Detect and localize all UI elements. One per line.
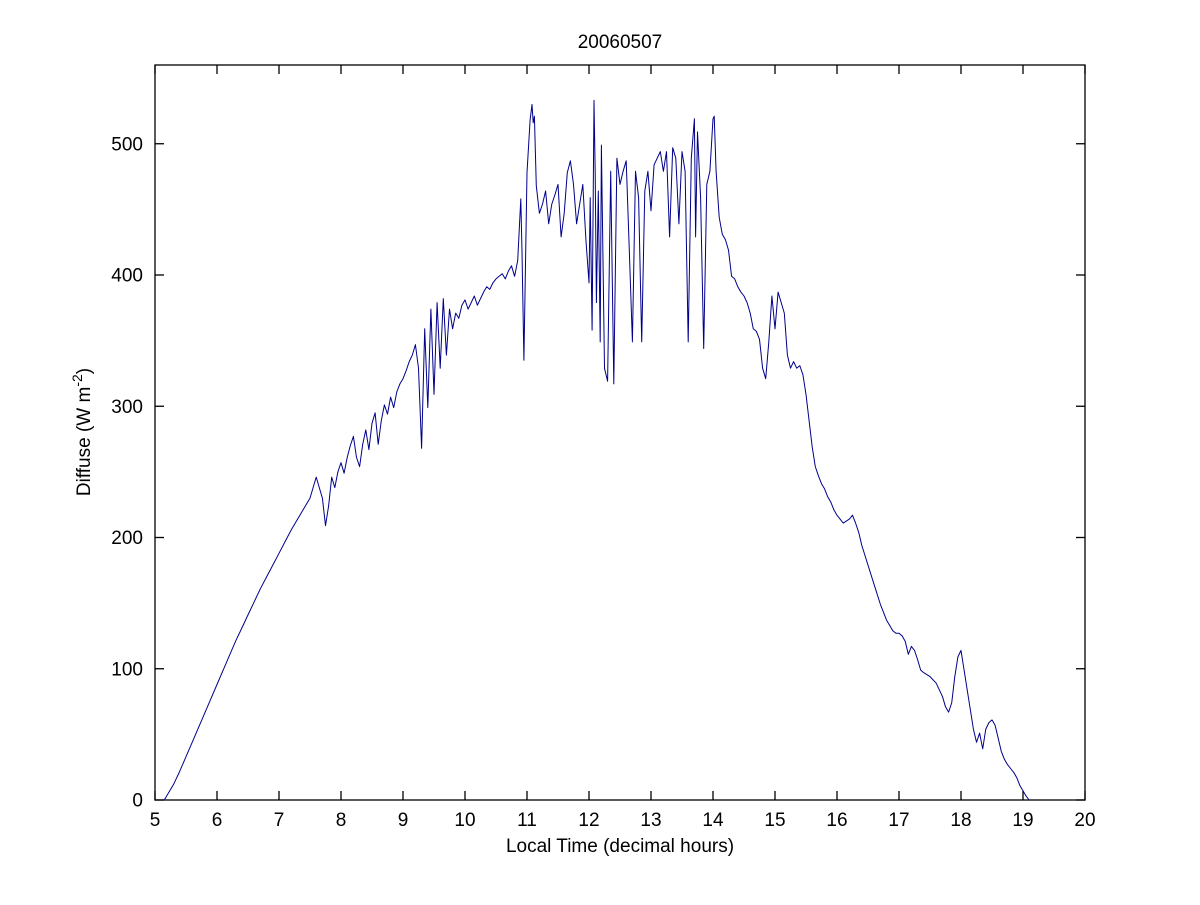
x-tick-label: 16 — [826, 810, 847, 831]
x-tick-label: 9 — [398, 810, 409, 831]
y-axis-label-suffix: ) — [74, 368, 95, 374]
y-tick-label: 100 — [111, 659, 143, 680]
y-axis-label-prefix: Diffuse (W m — [74, 387, 95, 496]
chart-title: 20060507 — [578, 32, 663, 53]
x-tick-label: 11 — [517, 810, 537, 831]
x-axis-label: Local Time (decimal hours) — [506, 836, 734, 857]
y-tick-label: 400 — [111, 266, 143, 287]
x-tick-label: 6 — [212, 810, 223, 831]
x-tick-label: 18 — [950, 810, 971, 831]
y-axis-label: Diffuse (W m-2) — [69, 368, 95, 496]
y-axis-label-superscript: -2 — [69, 374, 85, 387]
x-tick-label: 15 — [764, 810, 785, 831]
x-tick-label: 8 — [336, 810, 347, 831]
x-tick-label: 17 — [888, 810, 909, 831]
x-tick-label: 5 — [150, 810, 161, 831]
x-tick-label: 12 — [578, 810, 599, 831]
x-tick-label: 13 — [640, 810, 661, 831]
y-tick-label: 300 — [111, 397, 143, 418]
x-tick-label: 7 — [274, 810, 285, 831]
x-tick-label: 14 — [702, 810, 724, 831]
y-tick-label: 200 — [111, 528, 143, 549]
plot-area-box — [154, 64, 1086, 801]
y-tick-label: 0 — [132, 791, 143, 812]
x-tick-label: 19 — [1012, 810, 1033, 831]
x-tick-label: 10 — [454, 810, 475, 831]
x-tick-label: 20 — [1074, 810, 1095, 831]
data-series-line — [163, 99, 1030, 801]
y-tick-label: 500 — [111, 134, 143, 155]
plot-layer: 5 6 7 8 9 10 11 12 13 14 15 16 17 18 19 200100200300400… — [111, 64, 1096, 831]
